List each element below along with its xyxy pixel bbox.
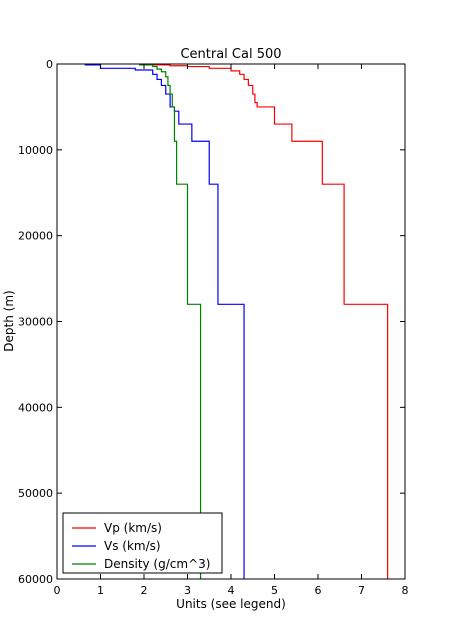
x-tick-label: 8 bbox=[402, 584, 409, 597]
y-tick-label: 50000 bbox=[18, 487, 53, 500]
x-tick-label: 5 bbox=[271, 584, 278, 597]
legend-label-0: Vp (km/s) bbox=[104, 521, 162, 535]
y-axis-ticks: 0 10000 20000 30000 40000 50000 60000 bbox=[18, 58, 405, 586]
x-tick-label: 2 bbox=[141, 584, 148, 597]
legend-box bbox=[62, 512, 223, 574]
x-axis-ticks: 0 1 2 3 4 5 6 7 8 bbox=[54, 64, 409, 597]
x-tick-label: 1 bbox=[97, 584, 104, 597]
plot-frame bbox=[56, 63, 406, 580]
x-axis-label: Units (see legend) bbox=[176, 597, 286, 611]
y-axis-label: Depth (m) bbox=[2, 290, 16, 351]
legend-label-2: Density (g/cm^3) bbox=[104, 557, 210, 571]
y-tick-label: 60000 bbox=[18, 573, 53, 586]
x-tick-label: 4 bbox=[228, 584, 235, 597]
series-line-1 bbox=[84, 64, 245, 579]
y-tick-label: 30000 bbox=[18, 316, 53, 329]
chart-title: Central Cal 500 bbox=[180, 47, 281, 62]
series-line-0 bbox=[143, 64, 389, 579]
legend-label-1: Vs (km/s) bbox=[104, 539, 161, 553]
x-tick-label: 0 bbox=[54, 584, 61, 597]
series-line-2 bbox=[139, 64, 202, 579]
x-tick-label: 7 bbox=[358, 584, 365, 597]
y-tick-label: 10000 bbox=[18, 144, 53, 157]
y-tick-label: 20000 bbox=[18, 230, 53, 243]
x-tick-label: 6 bbox=[315, 584, 322, 597]
y-tick-label: 40000 bbox=[18, 401, 53, 414]
y-tick-label: 0 bbox=[46, 58, 53, 71]
legend: Vp (km/s) Vs (km/s) Density (g/cm^3) bbox=[62, 512, 223, 574]
series-layer bbox=[84, 64, 389, 579]
x-tick-label: 3 bbox=[184, 584, 191, 597]
